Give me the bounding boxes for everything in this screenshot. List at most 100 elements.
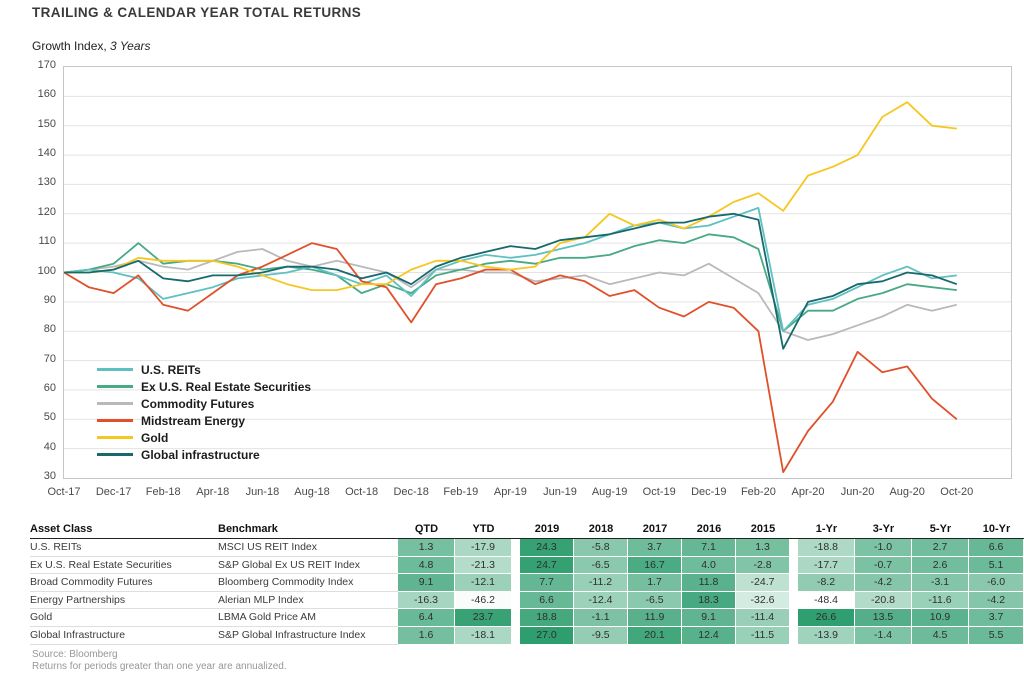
column-header: QTD (398, 521, 455, 539)
asset-class-cell: Gold (30, 609, 218, 627)
return-value-cell: -17.7 (798, 556, 855, 575)
column-gap (512, 609, 520, 626)
return-value-cell: -18.1 (455, 626, 512, 645)
legend-label: Midstream Energy (141, 413, 246, 428)
chart-subtitle-label: Growth Index, (32, 39, 107, 53)
return-value-cell: 1.7 (628, 574, 682, 592)
y-tick-label: 70 (43, 352, 56, 365)
column-header: 5-Yr (912, 521, 969, 539)
return-value-cell: 2.7 (912, 539, 969, 557)
benchmark-cell: MSCI US REIT Index (218, 539, 398, 557)
x-tick-label: Oct-20 (940, 486, 974, 498)
column-gap (512, 539, 520, 556)
chart-plot-area (64, 95, 1011, 474)
series-line-commodity-futures (64, 248, 958, 341)
benchmark-cell: Bloomberg Commodity Index (218, 574, 398, 592)
legend-swatch-icon (97, 436, 133, 439)
legend-item: Commodity Futures (97, 395, 311, 412)
asset-class-cell: Energy Partnerships (30, 592, 218, 610)
y-tick-label: 80 (43, 323, 56, 336)
x-tick-label: Aug-19 (591, 486, 628, 498)
column-header: 2018 (574, 521, 628, 539)
column-header: YTD (455, 521, 512, 539)
column-gap (512, 591, 520, 609)
column-header-benchmark: Benchmark (218, 521, 398, 539)
column-gap (790, 574, 798, 591)
y-tick-label: 130 (37, 176, 56, 189)
return-value-cell: -48.4 (798, 591, 855, 610)
x-tick-label: Jun-19 (543, 486, 577, 498)
y-tick-label: 140 (37, 147, 56, 160)
return-value-cell: -3.1 (912, 574, 969, 592)
x-tick-label: Dec-17 (95, 486, 132, 498)
x-tick-label: Aug-20 (889, 486, 925, 498)
return-value-cell: 7.1 (682, 539, 736, 557)
x-tick-label: Oct-17 (47, 486, 81, 498)
y-tick-label: 90 (43, 293, 56, 306)
return-value-cell: -11.5 (736, 626, 790, 645)
legend-swatch-icon (97, 453, 133, 456)
legend-item: Global infrastructure (97, 446, 311, 463)
return-value-cell: 1.3 (736, 539, 790, 557)
return-value-cell: 6.6 (969, 539, 1024, 557)
return-value-cell: -20.8 (855, 591, 912, 610)
column-gap (512, 556, 520, 574)
page-title: TRAILING & CALENDAR YEAR TOTAL RETURNS (32, 5, 362, 20)
growth-index-chart: U.S. REITs Ex U.S. Real Estate Securities… (63, 66, 1012, 479)
return-value-cell: -11.2 (574, 574, 628, 592)
return-value-cell: 10.9 (912, 609, 969, 627)
y-tick-label: 170 (37, 59, 56, 71)
legend-item: U.S. REITs (97, 361, 311, 378)
return-value-cell: -13.9 (798, 626, 855, 645)
return-value-cell: 6.6 (520, 591, 574, 610)
x-tick-label: Dec-19 (691, 486, 727, 498)
return-value-cell: -5.8 (574, 539, 628, 557)
return-value-cell: 5.5 (969, 626, 1024, 645)
y-tick-label: 40 (43, 440, 56, 453)
return-value-cell: -0.7 (855, 556, 912, 575)
return-value-cell: -4.2 (969, 591, 1024, 610)
asset-class-cell: Broad Commodity Futures (30, 574, 218, 592)
series-line-global-infrastructure (64, 212, 958, 350)
legend-item: Midstream Energy (97, 412, 311, 429)
column-header: 3-Yr (855, 521, 912, 539)
source-note: Source: Bloomberg (32, 649, 118, 660)
x-tick-label: Feb-18 (145, 486, 181, 498)
return-value-cell: -17.9 (455, 539, 512, 557)
return-value-cell: 7.7 (520, 574, 574, 592)
asset-class-cell: Ex U.S. Real Estate Securities (30, 557, 218, 575)
column-gap (512, 626, 520, 644)
y-tick-label: 110 (38, 235, 56, 248)
column-gap (790, 609, 798, 626)
return-value-cell: -11.4 (736, 609, 790, 627)
return-value-cell: 18.3 (682, 591, 736, 610)
return-value-cell: 1.3 (398, 539, 455, 557)
asset-class-cell: Global Infrastructure (30, 627, 218, 645)
y-tick-label: 150 (37, 117, 56, 130)
x-tick-label: Aug-18 (294, 486, 330, 498)
return-value-cell: -21.3 (455, 556, 512, 575)
series-line-u-s-reits (64, 206, 957, 333)
benchmark-cell: S&P Global Ex US REIT Index (218, 557, 398, 575)
legend-label: Global infrastructure (141, 447, 260, 462)
return-value-cell: 12.4 (682, 626, 736, 645)
return-value-cell: -12.4 (574, 591, 628, 610)
column-gap (512, 521, 520, 539)
x-tick-label: Oct-18 (345, 486, 379, 498)
return-value-cell: -6.5 (628, 591, 682, 610)
return-value-cell: 23.7 (455, 609, 512, 627)
return-value-cell: 20.1 (628, 626, 682, 645)
chart-legend: U.S. REITs Ex U.S. Real Estate Securities… (97, 361, 311, 463)
return-value-cell: 3.7 (969, 609, 1024, 627)
legend-label: Commodity Futures (141, 396, 255, 411)
return-value-cell: 26.6 (798, 609, 855, 627)
return-value-cell: -1.4 (855, 626, 912, 645)
legend-label: U.S. REITs (141, 362, 201, 377)
series-line-gold (64, 101, 957, 292)
legend-label: Ex U.S. Real Estate Securities (141, 379, 312, 394)
benchmark-cell: LBMA Gold Price AM (218, 609, 398, 627)
y-tick-label: 120 (37, 205, 56, 218)
table-footnotes: Source: Bloomberg Returns for periods gr… (32, 649, 287, 673)
return-value-cell: 4.8 (398, 556, 455, 575)
